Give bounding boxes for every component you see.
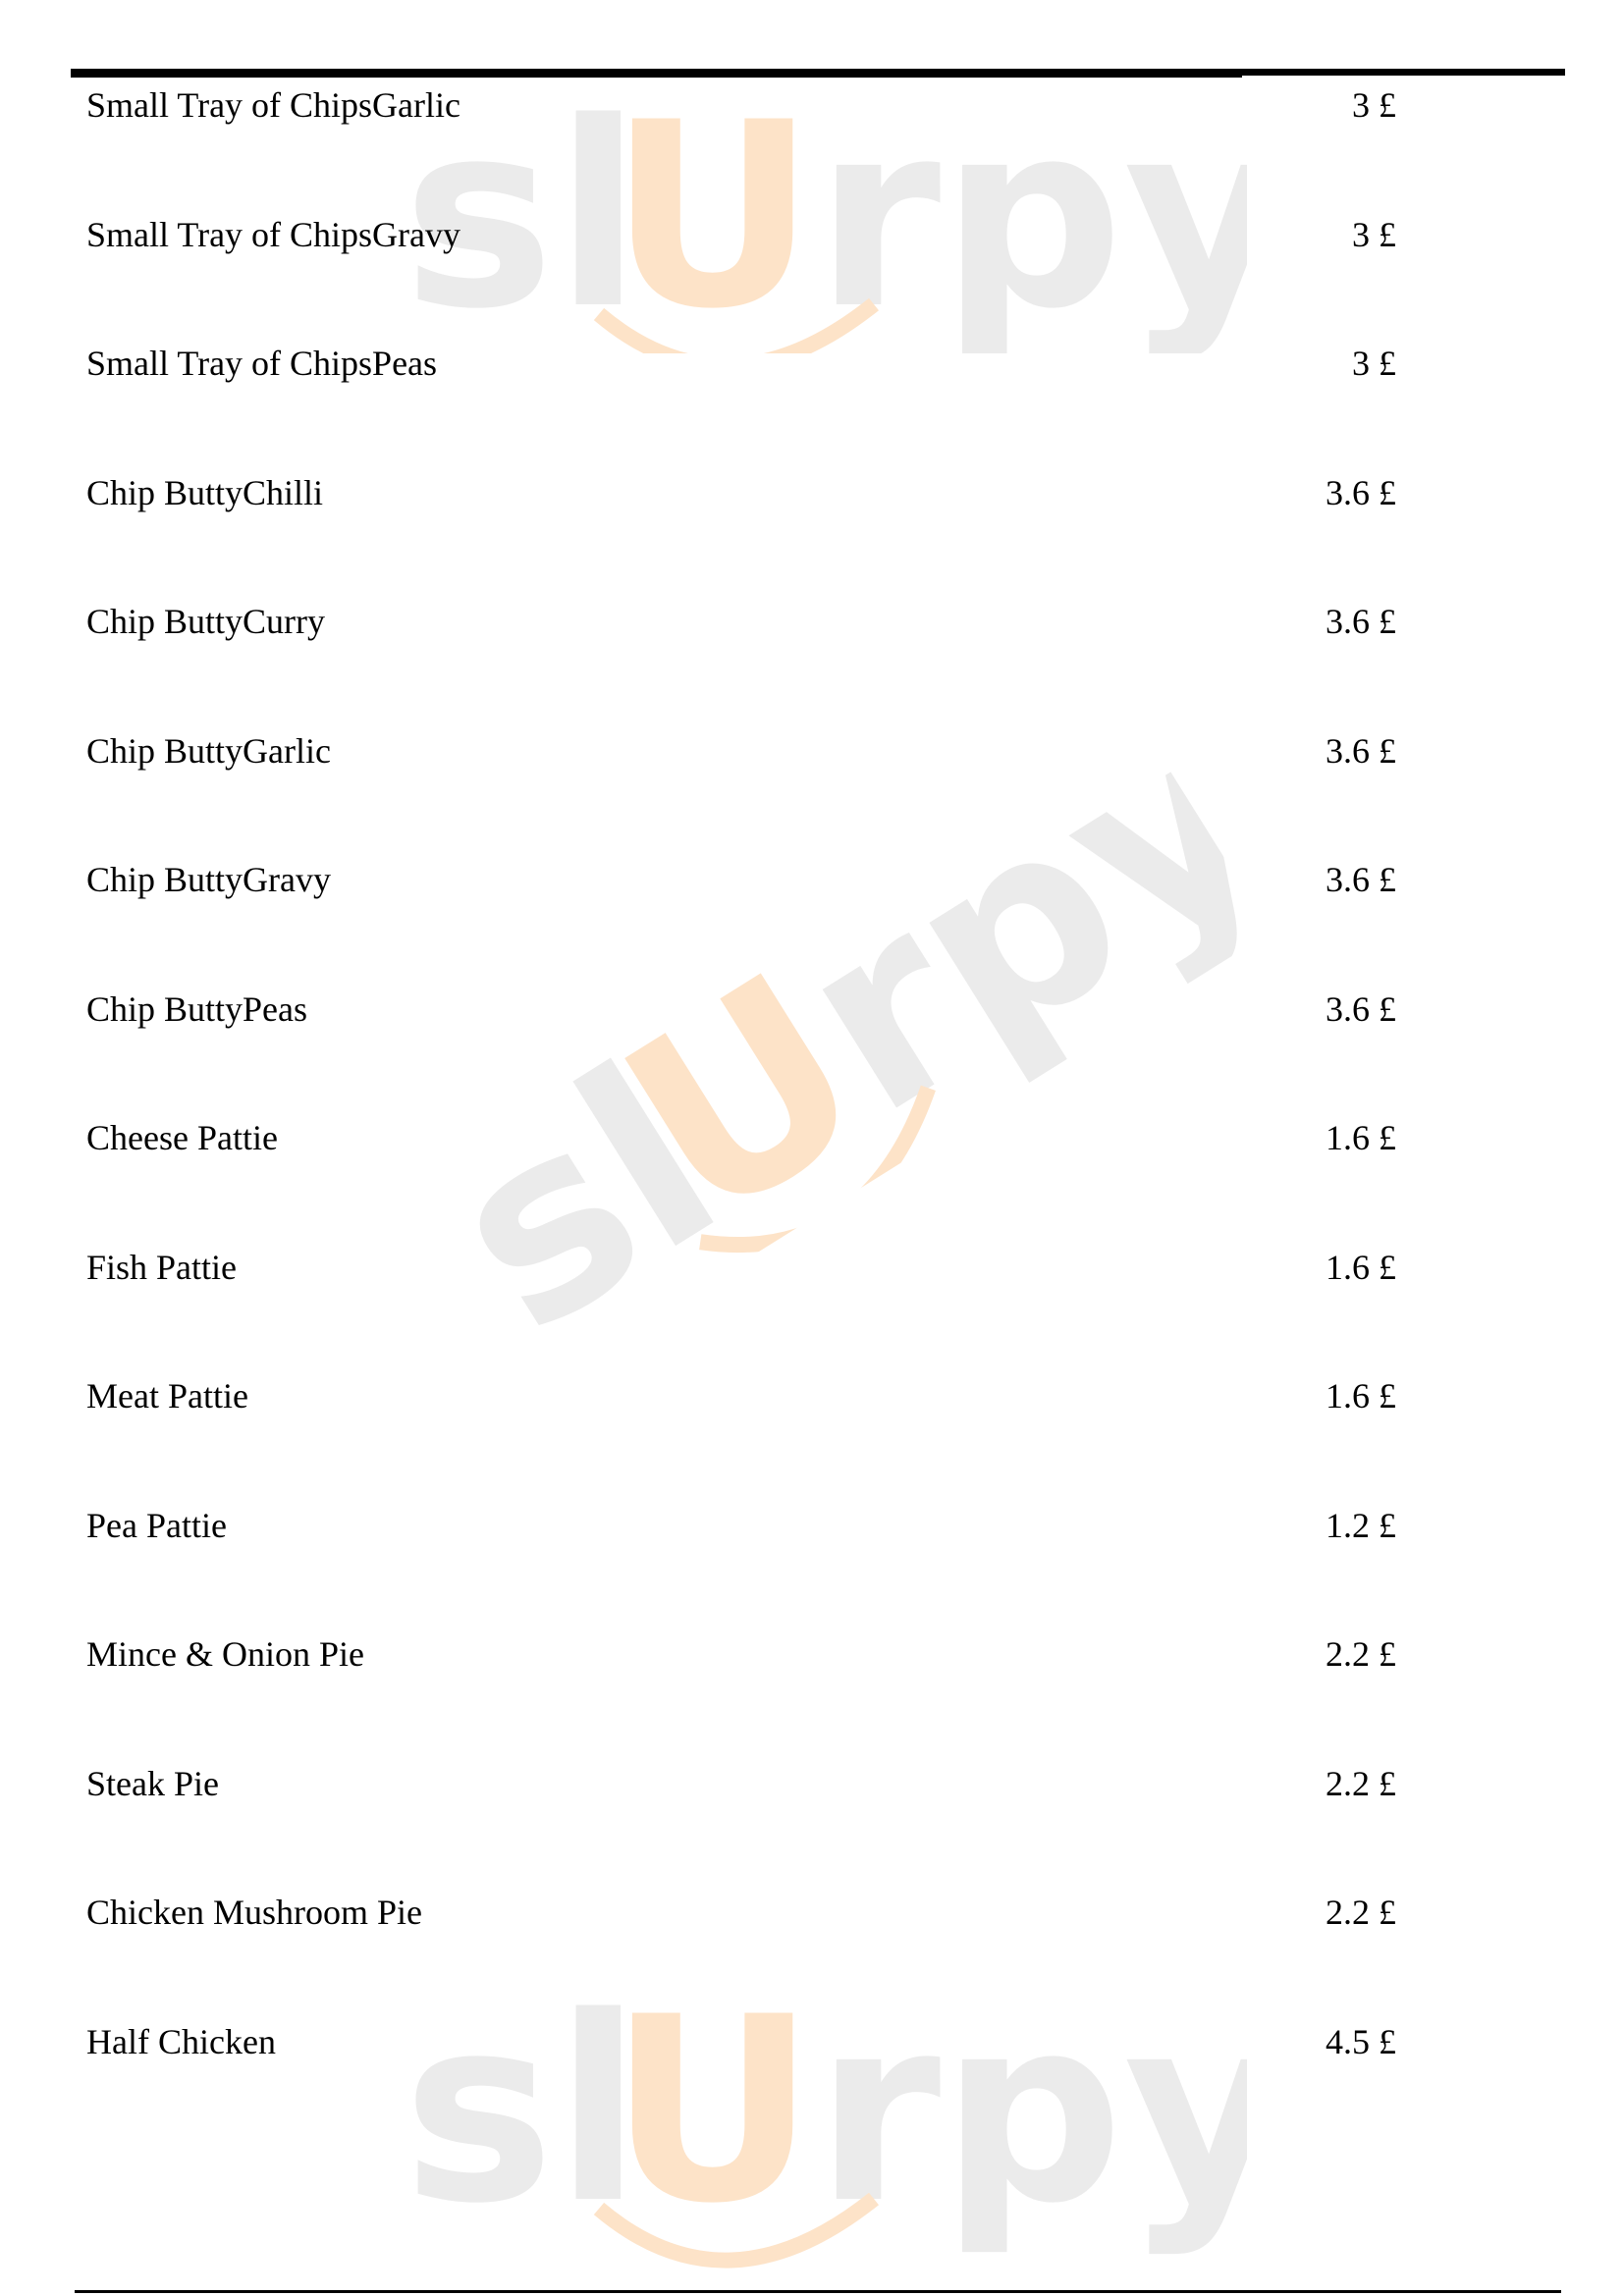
menu-item-row: Chip ButtyCurry 3.6 £ <box>86 592 1396 651</box>
menu-item-row: Small Tray of ChipsGarlic 3 £ <box>86 76 1396 134</box>
menu-item-row: Chip ButtyChilli 3.6 £ <box>86 463 1396 522</box>
menu-item-price: 2.2 £ <box>1326 1763 1396 1803</box>
svg-text:U: U <box>609 1963 816 2260</box>
menu-item-row: Chicken Mushroom Pie 2.2 £ <box>86 1883 1396 1942</box>
menu-item-price: 3 £ <box>1352 214 1396 254</box>
menu-item-name: Chip ButtyGravy <box>86 860 331 899</box>
menu-item-name: Steak Pie <box>86 1763 219 1803</box>
menu-item-row: Chip ButtyGarlic 3.6 £ <box>86 721 1396 780</box>
bottom-rule <box>75 2290 1561 2293</box>
menu-item-name: Pea Pattie <box>86 1505 227 1545</box>
menu-item-name: Small Tray of ChipsPeas <box>86 344 438 383</box>
menu-item-price: 1.6 £ <box>1326 1376 1396 1415</box>
menu-item-row: Mince & Onion Pie 2.2 £ <box>86 1625 1396 1683</box>
menu-item-name: Chip ButtyCurry <box>86 602 326 641</box>
svg-text:rpy: rpy <box>815 1963 1247 2260</box>
menu-item-price: 3 £ <box>1352 85 1396 125</box>
menu-item-row: Half Chicken 4.5 £ <box>86 2012 1396 2071</box>
top-rule-thin <box>71 76 1242 78</box>
svg-text:U: U <box>578 919 911 1280</box>
menu-item-row: Small Tray of ChipsGravy 3 £ <box>86 205 1396 264</box>
menu-item-name: Chip ButtyChilli <box>86 472 324 512</box>
menu-item-name: Mince & Onion Pie <box>86 1634 364 1674</box>
menu-item-name: Half Chicken <box>86 2021 276 2061</box>
menu-item-name: Chip ButtyPeas <box>86 988 308 1029</box>
menu-item-price: 3 £ <box>1352 344 1396 383</box>
menu-item-price: 2.2 £ <box>1326 1893 1396 1932</box>
menu-item-price: 3.6 £ <box>1326 988 1396 1029</box>
svg-text:sl: sl <box>404 1011 764 1379</box>
menu-item-name: Meat Pattie <box>86 1376 248 1415</box>
menu-item-name: Small Tray of ChipsGravy <box>86 214 461 254</box>
menu-item-row: Chip ButtyPeas 3.6 £ <box>86 980 1396 1039</box>
watermark-logo: sl U rpy <box>403 1963 1247 2269</box>
menu-item-name: Fish Pattie <box>86 1247 238 1287</box>
menu-item-row: Fish Pattie 1.6 £ <box>86 1238 1396 1297</box>
top-rule <box>71 69 1565 76</box>
menu-item-price: 3.6 £ <box>1326 860 1396 899</box>
menu-item-name: Chicken Mushroom Pie <box>86 1893 422 1932</box>
menu-item-price: 3.6 £ <box>1326 730 1396 771</box>
menu-item-price: 3.6 £ <box>1326 472 1396 512</box>
menu-item-name: Cheese Pattie <box>86 1118 278 1157</box>
svg-text:sl: sl <box>403 1963 642 2260</box>
menu-item-row: Small Tray of ChipsPeas 3 £ <box>86 334 1396 393</box>
menu-item-row: Cheese Pattie 1.6 £ <box>86 1108 1396 1167</box>
menu-item-price: 1.2 £ <box>1326 1505 1396 1545</box>
menu-item-price: 3.6 £ <box>1326 602 1396 641</box>
menu-item-price: 4.5 £ <box>1326 2021 1396 2061</box>
menu-item-name: Small Tray of ChipsGarlic <box>86 85 461 125</box>
menu-item-name: Chip ButtyGarlic <box>86 730 331 771</box>
menu-item-row: Chip ButtyGravy 3.6 £ <box>86 850 1396 909</box>
menu-item-row: Pea Pattie 1.2 £ <box>86 1496 1396 1555</box>
menu-item-row: Steak Pie 2.2 £ <box>86 1754 1396 1813</box>
menu-item-row: Meat Pattie 1.6 £ <box>86 1366 1396 1425</box>
menu-item-price: 1.6 £ <box>1326 1247 1396 1287</box>
menu-item-price: 1.6 £ <box>1326 1118 1396 1157</box>
menu-item-price: 2.2 £ <box>1326 1634 1396 1674</box>
